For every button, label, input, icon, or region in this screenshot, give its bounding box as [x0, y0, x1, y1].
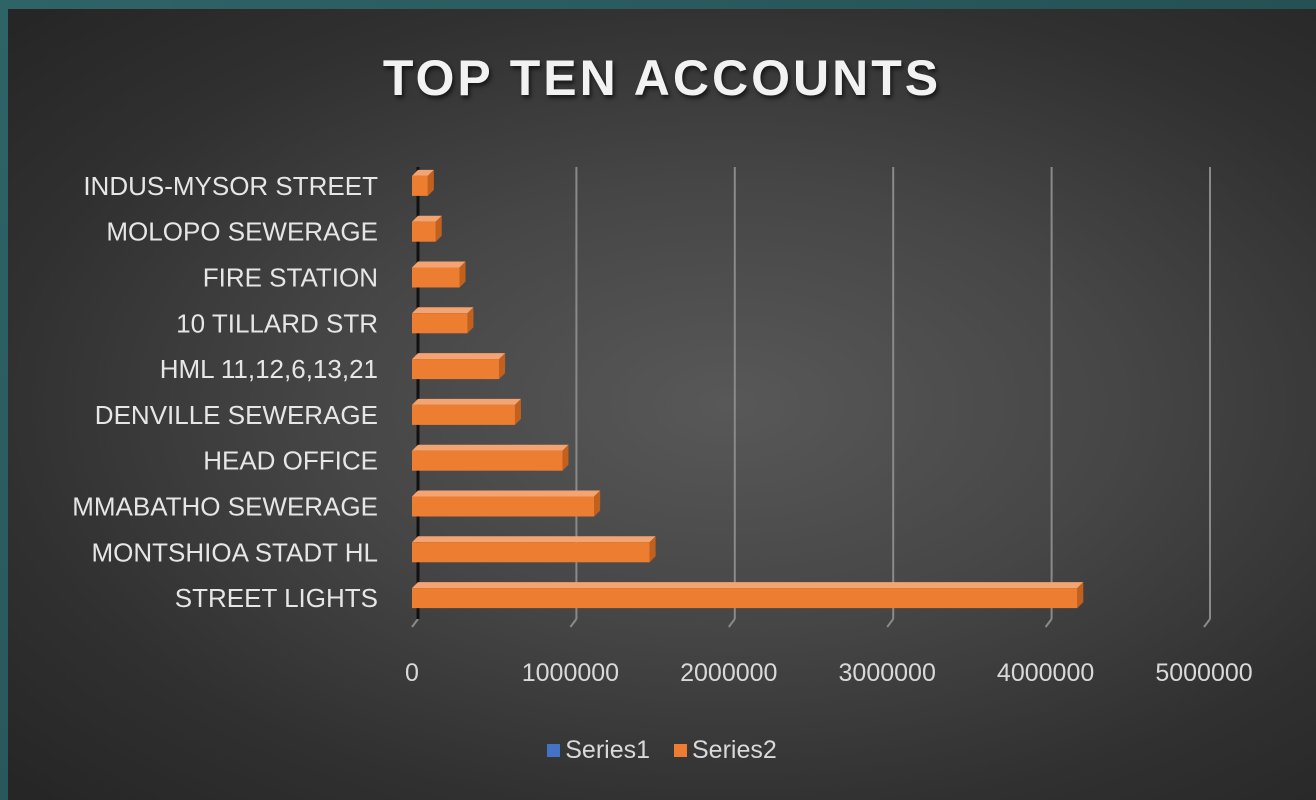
chart-legend: Series1 Series2: [8, 736, 1316, 765]
legend-label: Series2: [692, 736, 777, 764]
category-label: HEAD OFFICE: [203, 446, 378, 476]
x-tick-label: 4000000: [997, 659, 1094, 687]
bar-top: [412, 536, 656, 543]
category-label: 10 TILLARD STR: [176, 308, 378, 338]
bar-side: [467, 307, 474, 334]
bar: [412, 450, 563, 471]
category-label: MOLOPO SEWERAGE: [106, 217, 378, 247]
bar-side: [435, 215, 442, 242]
bar-side: [459, 261, 466, 288]
bar-top: [412, 398, 521, 405]
bar-top: [412, 444, 569, 451]
slide: TOP TEN ACCOUNTS 0 1000000 2000000 3000000 4…: [8, 9, 1316, 800]
bar-top: [412, 353, 506, 360]
bar-top: [412, 169, 434, 176]
bar-top: [412, 490, 601, 497]
bar: [412, 542, 650, 563]
gridline-foot: [886, 618, 895, 628]
bar: [412, 588, 1078, 609]
bar: [412, 496, 595, 517]
bar: [412, 359, 500, 380]
bar-side: [562, 444, 569, 471]
gridline-foot: [727, 618, 736, 628]
bar-top: [412, 582, 1084, 589]
category-label: MMABATHO SEWERAGE: [72, 492, 378, 522]
category-label: MONTSHIOA STADT HL: [91, 537, 378, 567]
bar: [412, 313, 468, 334]
bar: [412, 267, 460, 288]
x-tick-label: 5000000: [1155, 659, 1252, 687]
bar-side: [1077, 582, 1084, 609]
category-label: HML 11,12,6,13,21: [160, 354, 378, 384]
bar: [412, 175, 428, 196]
bar: [412, 404, 515, 425]
legend-entry: Series2: [674, 736, 777, 765]
gridline-foot: [411, 618, 419, 628]
legend-swatch: [547, 744, 561, 757]
gridline-foot: [569, 618, 578, 628]
x-tick-label: 0: [405, 659, 419, 687]
bar-side: [499, 353, 506, 380]
bar-top: [412, 215, 442, 222]
legend-label: Series1: [565, 736, 650, 764]
x-tick-label: 3000000: [839, 659, 936, 687]
category-label: FIRE STATION: [203, 263, 378, 293]
bar-top: [412, 261, 466, 268]
legend-swatch: [674, 744, 687, 757]
x-tick-label: 1000000: [522, 659, 619, 687]
x-tick-label: 2000000: [680, 659, 777, 687]
category-label: STREET LIGHTS: [175, 583, 378, 613]
bar-side: [649, 536, 656, 563]
category-label: INDUS-MYSOR STREET: [83, 171, 378, 201]
bar-side: [594, 490, 601, 517]
bar-side: [427, 169, 434, 196]
chart-plot: 0 1000000 2000000 3000000 4000000 5000000 STRE…: [72, 167, 1253, 687]
chart-title: TOP TEN ACCOUNTS: [382, 50, 942, 106]
legend-entry: Series1: [547, 736, 650, 765]
gridline-foot: [1044, 618, 1053, 628]
bar-side: [514, 398, 521, 425]
bar-top: [412, 307, 474, 314]
bar: [412, 221, 436, 242]
gridline-foot: [1203, 618, 1211, 628]
category-label: DENVILLE SEWERAGE: [95, 400, 378, 430]
